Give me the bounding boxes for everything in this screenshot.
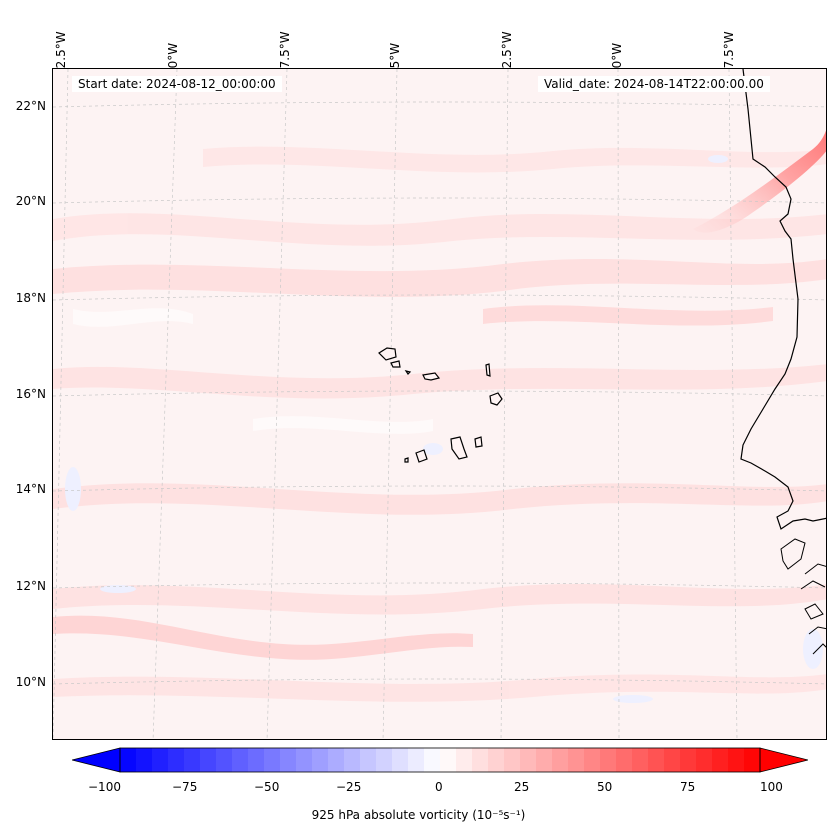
lat-label-14n: 14°N [15,482,46,496]
island-santa-luzia [404,370,412,375]
colorbar-tick: −25 [336,780,362,794]
colorbar-cell [712,748,729,772]
island-santiago [450,436,468,460]
cabo-verde-islands [378,347,503,463]
lat-label-16n: 16°N [15,387,46,401]
colorbar-cell [136,748,153,772]
colorbar-cell [600,748,617,772]
map-panel[interactable] [52,68,827,740]
colorbar-tick: 75 [680,780,696,794]
valid-date-label: Valid_date: 2024-08-14T22:00:00.00 [538,76,770,92]
field-background [53,69,826,739]
colorbar-cell [232,748,249,772]
lat-label-10n: 10°N [15,675,46,689]
colorbar-tick: −75 [172,780,198,794]
colorbar-cell [344,748,361,772]
lat-label-12n: 12°N [15,579,46,593]
colorbar-cell [120,748,137,772]
negative-vorticity-patches [65,155,823,703]
colorbar-cell [440,748,457,772]
colorbar-cell [664,748,681,772]
colorbar-cell [504,748,521,772]
island-fogo [415,449,428,463]
colorbar-cell [280,748,297,772]
colorbar-cell [360,748,377,772]
island-brava [404,457,409,463]
colorbar-cell [648,748,665,772]
colorbar-cell [264,748,281,772]
vorticity-map [53,69,826,739]
colorbar-cell [568,748,585,772]
colorbar-cell [168,748,185,772]
colorbar-tick: 25 [514,780,530,794]
island-santo-antao [378,347,397,361]
colorbar-tick: 50 [597,780,613,794]
colorbar-tick: 0 [435,780,443,794]
colorbar-extend-high [759,747,808,773]
colorbar-cell [472,748,489,772]
start-date-label: Start date: 2024-08-12_00:00:00 [72,76,282,92]
colorbar-cell [728,748,745,772]
colorbar-tick: 100 [760,780,783,794]
colorbar-cell [408,748,425,772]
colorbar-cell [632,748,649,772]
colorbar-cell [376,748,393,772]
colorbar-cell [424,748,441,772]
colorbar-cell [312,748,329,772]
colorbar-cell [488,748,505,772]
senegal-estuary [780,538,806,570]
colorbar-cell [680,748,697,772]
colorbar-tick: −50 [254,780,280,794]
west-africa-coastline [740,69,826,530]
colorbar-cell [552,748,569,772]
colorbar [72,747,808,773]
lat-label-20n: 20°N [15,194,46,208]
colorbar-cell [248,748,265,772]
colorbar-extend-low [72,747,121,773]
colorbar-cell [584,748,601,772]
colorbar-tick: −100 [88,780,121,794]
colorbar-cell [216,748,233,772]
colorbar-cell [200,748,217,772]
colorbar-cell [744,748,761,772]
graticule [53,69,826,739]
colorbar-cell [520,748,537,772]
colorbar-label: 925 hPa absolute vorticity (10⁻⁵s⁻¹) [311,808,526,822]
lat-label-22n: 22°N [15,99,46,113]
colorbar-cell [296,748,313,772]
island-boa-vista [489,392,503,406]
island-sal [485,363,491,377]
colorbar-cell [536,748,553,772]
colorbar-cell [328,748,345,772]
lat-label-18n: 18°N [15,291,46,305]
colorbar-cell [184,748,201,772]
island-sao-nicolau [422,372,441,381]
coastal-vorticity-max [693,130,826,233]
colorbar-cell [696,748,713,772]
colorbar-cell [456,748,473,772]
island-maio [474,436,483,448]
colorbar-cell [616,748,633,772]
colorbar-cell [392,748,409,772]
colorbar-cell [152,748,169,772]
guinea-bissau-coast [800,563,826,655]
vorticity-bands [53,146,826,702]
island-sao-vicente [390,360,401,368]
